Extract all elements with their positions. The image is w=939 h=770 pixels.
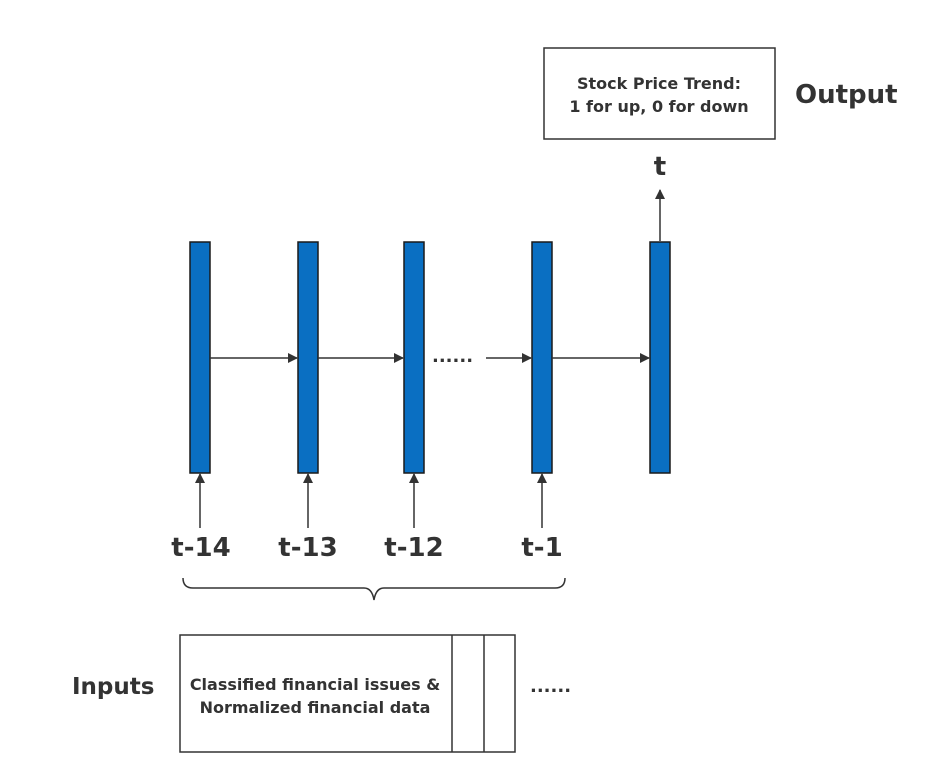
lstm-cell-t-1 — [531, 241, 553, 474]
output-box-line2: 1 for up, 0 for down — [569, 97, 748, 116]
lstm-cell-t — [649, 241, 671, 474]
timestep-label-1: t-13 — [278, 533, 337, 563]
lstm-cell-t-14 — [189, 241, 211, 474]
inputs-box-line2: Normalized financial data — [200, 698, 431, 717]
timestep-label-0: t-14 — [171, 533, 230, 563]
inputs-box-line1: Classified financial issues & — [190, 675, 440, 694]
inputs-label: Inputs — [72, 674, 154, 700]
output-box — [543, 47, 776, 140]
grouping-brace — [182, 577, 566, 601]
output-time-label: t — [654, 152, 666, 182]
inputs-box — [179, 634, 516, 753]
output-label: Output — [795, 80, 898, 110]
inputs-ellipsis: ...... — [530, 676, 571, 697]
timestep-label-3: t-1 — [521, 533, 562, 563]
lstm-cell-t-13 — [297, 241, 319, 474]
sequence-ellipsis: ...... — [432, 346, 473, 367]
timestep-label-2: t-12 — [384, 533, 443, 563]
lstm-cell-t-12 — [403, 241, 425, 474]
output-box-line1: Stock Price Trend: — [577, 74, 741, 93]
